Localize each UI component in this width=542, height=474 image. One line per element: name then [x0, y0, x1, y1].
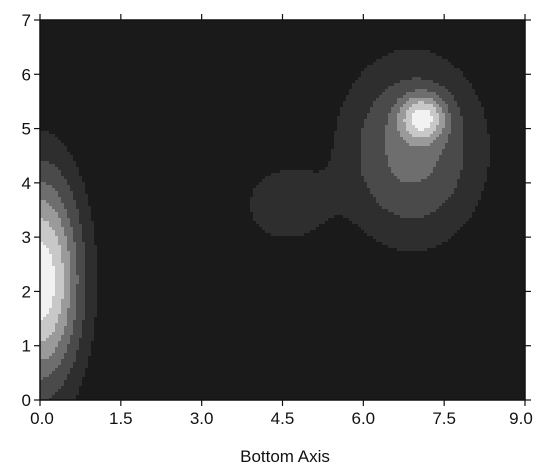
x-tick-label: 3.0 — [190, 409, 214, 428]
plot-area — [40, 20, 525, 400]
x-tick-label: 9.0 — [509, 409, 533, 428]
x-tick-label: 6.0 — [352, 409, 376, 428]
y-tick-label: 1 — [22, 337, 31, 356]
x-tick-label: 1.5 — [109, 409, 133, 428]
y-tick-label: 4 — [22, 174, 31, 193]
y-tick-label: 7 — [22, 11, 31, 30]
y-tick-label: 3 — [22, 228, 31, 247]
y-tick-label: 5 — [22, 120, 31, 139]
x-axis-title: Bottom Axis — [240, 447, 330, 466]
contour-band-4 — [40, 98, 445, 359]
contour-band-1 — [40, 50, 490, 400]
y-axis: 0 1 2 3 4 5 6 7 — [22, 11, 531, 410]
x-tick-label: 7.5 — [432, 409, 456, 428]
plot-frame — [39, 19, 526, 401]
x-tick-label: 4.5 — [271, 409, 295, 428]
y-tick-label: 0 — [22, 391, 31, 410]
y-tick-label: 2 — [22, 282, 31, 301]
y-tick-label: 6 — [22, 65, 31, 84]
x-tick-label: 0.0 — [30, 409, 54, 428]
x-axis: 0.0 1.5 3.0 4.5 6.0 7.5 9.0 — [30, 14, 533, 428]
